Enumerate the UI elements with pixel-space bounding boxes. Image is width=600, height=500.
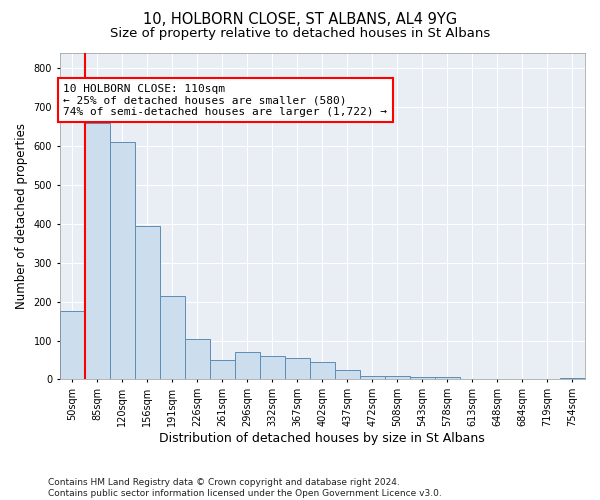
Bar — [560, 378, 585, 380]
X-axis label: Distribution of detached houses by size in St Albans: Distribution of detached houses by size … — [160, 432, 485, 445]
Bar — [285, 358, 310, 380]
Text: 10 HOLBORN CLOSE: 110sqm
← 25% of detached houses are smaller (580)
74% of semi-: 10 HOLBORN CLOSE: 110sqm ← 25% of detach… — [64, 84, 388, 117]
Bar — [310, 362, 335, 380]
Bar — [335, 370, 360, 380]
Bar — [360, 376, 385, 380]
Bar — [235, 352, 260, 380]
Bar — [410, 378, 435, 380]
Text: 10, HOLBORN CLOSE, ST ALBANS, AL4 9YG: 10, HOLBORN CLOSE, ST ALBANS, AL4 9YG — [143, 12, 457, 28]
Bar — [385, 376, 410, 380]
Y-axis label: Number of detached properties: Number of detached properties — [15, 123, 28, 309]
Bar — [59, 312, 85, 380]
Bar — [135, 226, 160, 380]
Bar — [260, 356, 285, 380]
Text: Contains HM Land Registry data © Crown copyright and database right 2024.
Contai: Contains HM Land Registry data © Crown c… — [48, 478, 442, 498]
Bar — [435, 378, 460, 380]
Bar — [160, 296, 185, 380]
Bar — [110, 142, 135, 380]
Text: Size of property relative to detached houses in St Albans: Size of property relative to detached ho… — [110, 28, 490, 40]
Bar — [185, 338, 210, 380]
Bar — [210, 360, 235, 380]
Bar — [85, 122, 110, 380]
